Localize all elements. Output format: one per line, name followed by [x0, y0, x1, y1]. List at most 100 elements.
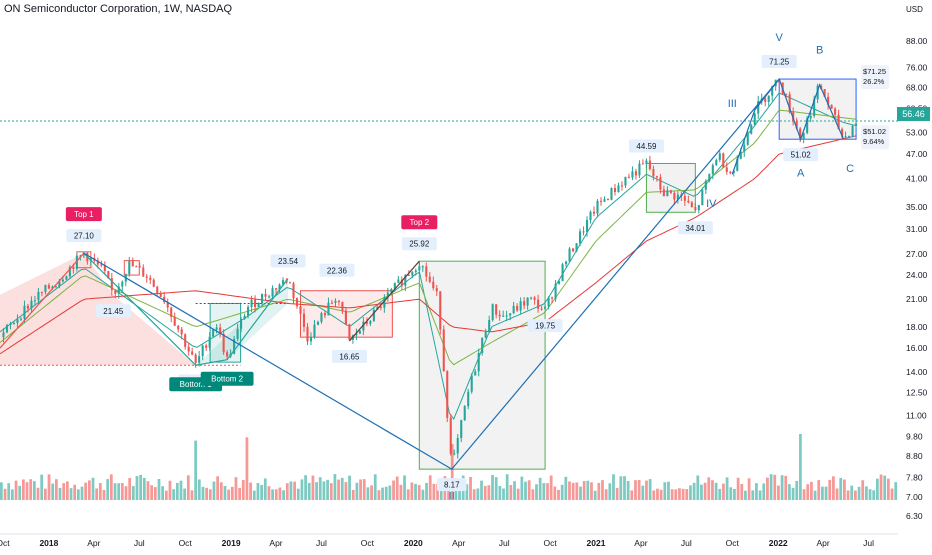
candle-body	[194, 354, 197, 363]
candle-body	[568, 248, 571, 262]
candle-body	[316, 321, 320, 325]
volume-bar	[168, 480, 172, 500]
candle-body	[82, 252, 85, 256]
candle-body	[439, 291, 442, 330]
candle-body	[400, 279, 403, 286]
annotation-5: Bottom 2	[211, 375, 244, 384]
candle-body	[212, 329, 215, 337]
volume-bar	[406, 489, 410, 500]
y-tick-label-6: 12.50	[906, 388, 928, 398]
candle-body	[355, 333, 358, 336]
volume-bar	[513, 481, 516, 500]
volume-bar	[252, 490, 256, 500]
candle-body	[75, 255, 78, 269]
volume-bar	[245, 437, 249, 500]
candle-body	[484, 331, 487, 338]
annotation-1: 27.10	[74, 232, 95, 241]
candle-body	[348, 324, 351, 340]
volume-bar	[197, 479, 201, 500]
candle-body	[135, 266, 138, 268]
volume-bar	[212, 481, 216, 500]
x-tick-label-4: Oct	[179, 538, 193, 548]
volume-bar	[355, 482, 359, 500]
candle-body	[177, 325, 180, 330]
candle-body	[554, 283, 557, 299]
volume-bar	[535, 484, 538, 500]
candle-body	[51, 286, 54, 289]
volume-bar	[553, 486, 557, 500]
volume-bar	[293, 481, 296, 500]
volume-bar	[388, 485, 392, 500]
candle-body	[592, 211, 596, 214]
y-tick-label-19: 68.00	[906, 82, 928, 92]
y-tick-label-1: 7.00	[906, 492, 923, 502]
volume-bar	[568, 481, 571, 500]
volume-bar	[582, 480, 586, 500]
volume-bar	[465, 484, 469, 500]
volume-bar	[846, 490, 850, 500]
volume-bar	[7, 483, 11, 500]
volume-bar	[208, 489, 212, 500]
volume-bar	[601, 480, 604, 500]
volume-bar	[579, 486, 582, 500]
volume-bar	[821, 486, 824, 500]
volume-bar	[725, 477, 729, 500]
volume-bar	[758, 490, 762, 500]
candle-body	[540, 308, 543, 310]
x-tick-label-10: Apr	[452, 538, 465, 548]
volume-bar	[142, 477, 146, 500]
annotation-12: II	[449, 491, 455, 503]
volume-bar	[865, 486, 868, 500]
candle-body	[512, 305, 515, 314]
volume-bar	[586, 480, 590, 500]
annotation-1-bg	[66, 229, 102, 243]
volume-bar	[509, 485, 513, 500]
volume-bar	[366, 487, 370, 500]
volume-bar	[531, 489, 535, 500]
volume-bar	[505, 474, 509, 500]
annotation-11: 8.17	[444, 481, 460, 490]
candle-body	[750, 124, 753, 134]
annotation-7-bg	[319, 263, 355, 277]
volume-bar	[769, 474, 773, 500]
volume-bar	[788, 484, 791, 500]
volume-bar	[703, 482, 707, 500]
candle-body	[571, 248, 575, 252]
y-tick-label-14: 35.00	[906, 202, 928, 212]
volume-bar	[131, 486, 135, 500]
volume-bar	[637, 479, 641, 500]
volume-bar	[615, 487, 619, 500]
volume-bar	[76, 489, 80, 500]
x-tick-label-9: 2020	[404, 538, 423, 548]
candle-body	[631, 171, 634, 178]
volume-bar	[450, 443, 454, 500]
volume-bar	[337, 479, 340, 500]
volume-bar	[872, 490, 876, 500]
candle-body	[191, 351, 194, 355]
candle-body	[421, 266, 424, 268]
candle-body	[145, 276, 148, 278]
trend-line-1	[83, 252, 289, 366]
candle-body	[54, 286, 57, 288]
price-axis-currency: USD	[906, 5, 923, 14]
candle-body	[655, 176, 658, 178]
candle-body	[844, 136, 847, 138]
candle-body	[645, 160, 648, 164]
x-tick-label-17: 2022	[769, 538, 788, 548]
candle-body	[369, 321, 372, 324]
volume-bar	[205, 487, 209, 500]
volume-bar	[300, 479, 304, 500]
candle-body	[613, 188, 617, 192]
annotation-24-line-1: 26.2%	[863, 77, 885, 86]
candle-body	[827, 96, 830, 105]
candle-body	[397, 279, 400, 283]
volume-bar	[395, 476, 399, 500]
candle-body	[736, 158, 739, 171]
annotation-6: 23.54	[278, 257, 299, 266]
volume-bar	[707, 477, 711, 500]
annotation-10-bg	[401, 237, 437, 251]
candle-body	[575, 243, 578, 252]
volume-bar	[502, 488, 505, 500]
volume-bar	[630, 490, 634, 500]
